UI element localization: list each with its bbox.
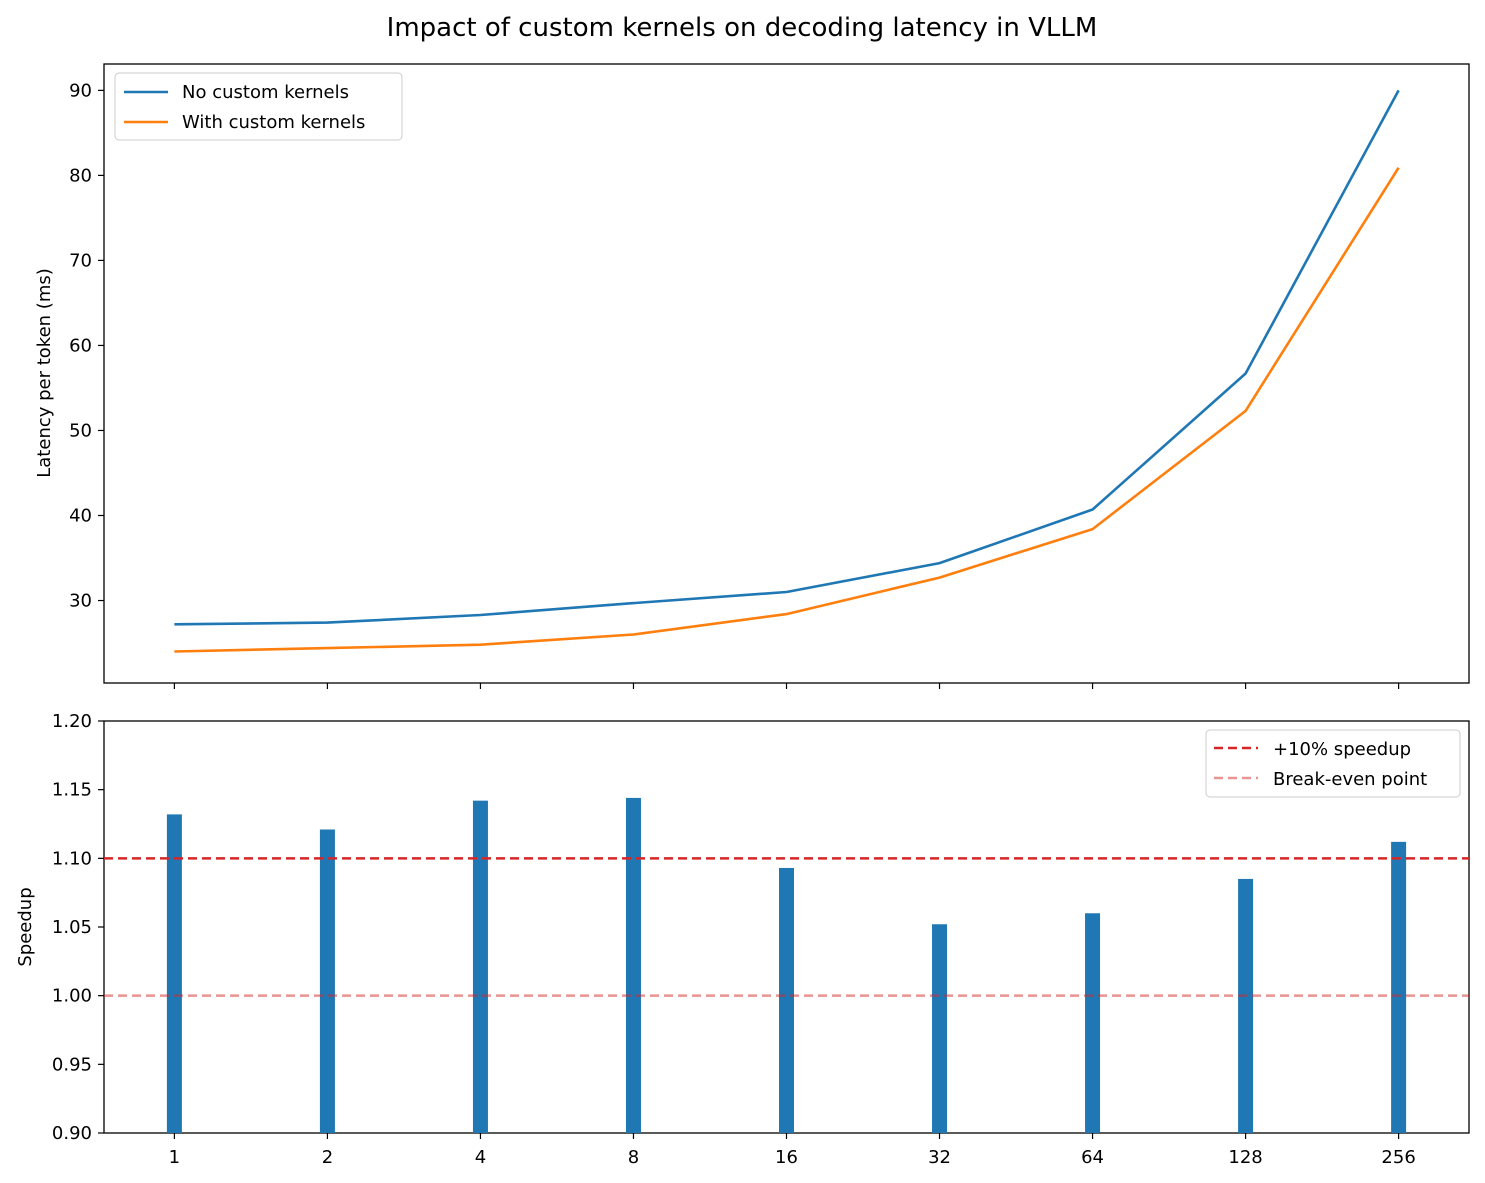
series-line-no-custom-kernels [174, 89, 1400, 626]
latency-y-tick-label: 30 [69, 591, 92, 612]
speedup-x-tick-label: 16 [775, 1147, 798, 1168]
speedup-bar [1085, 913, 1101, 1133]
series-line-with-custom-kernels [174, 167, 1400, 653]
latency-y-tick-label: 50 [69, 420, 92, 441]
figure-title: Impact of custom kernels on decoding lat… [387, 13, 1098, 43]
speedup-bar [1391, 841, 1407, 1133]
speedup-y-tick-label: 1.05 [52, 917, 92, 938]
speedup-y-tick-label: 1.00 [52, 986, 92, 1007]
latency-y-tick-label: 40 [69, 505, 92, 526]
speedup-bar [625, 797, 641, 1133]
latency-plot-frame [103, 63, 1470, 684]
speedup-x-tick-label: 32 [928, 1147, 951, 1168]
speedup-bar [932, 924, 948, 1133]
latency-y-tick-label: 80 [69, 165, 92, 186]
latency-y-tick-label: 90 [69, 80, 92, 101]
speedup-y-tick-label: 0.95 [52, 1054, 92, 1075]
speedup-x-tick-label: 4 [475, 1147, 486, 1168]
latency-plot: 30 40 50 60 70 80 90 Latency per token (ms) No… [34, 63, 1470, 689]
speedup-x-tick-label: 2 [322, 1147, 333, 1168]
speedup-x-tick-label: 64 [1081, 1147, 1104, 1168]
speedup-bar [166, 814, 182, 1133]
speedup-y-tick-label: 1.15 [52, 780, 92, 801]
latency-y-tick-label: 60 [69, 335, 92, 356]
speedup-y-tick-label: 1.10 [52, 848, 92, 869]
speedup-bar [319, 829, 335, 1133]
speedup-y-tick-label: 0.90 [52, 1123, 92, 1144]
speedup-y-tick-label: 1.20 [52, 711, 92, 732]
legend-label-with-custom-kernels: With custom kernels [182, 112, 365, 133]
legend-label-no-custom-kernels: No custom kernels [182, 82, 349, 103]
speedup-y-axis-label: Speedup [15, 887, 36, 966]
speedup-bar [472, 800, 488, 1133]
latency-y-axis-label: Latency per token (ms) [34, 268, 55, 478]
speedup-x-tick-label: 256 [1381, 1147, 1415, 1168]
speedup-x-tick-label: 8 [628, 1147, 639, 1168]
legend-label-break-even: Break-even point [1273, 769, 1427, 790]
speedup-x-tick-label: 1 [169, 1147, 180, 1168]
speedup-legend: +10% speedup Break-even point [1205, 729, 1461, 798]
latency-y-tick-label: 70 [69, 250, 92, 271]
speedup-plot: 0.90 0.95 1.00 1.05 1.10 1.15 1.20 1 2 4 8 16 32 64 12… [15, 711, 1470, 1168]
latency-legend: No custom kernels With custom kernels [114, 72, 403, 141]
speedup-bar [779, 867, 794, 1133]
speedup-bar [1238, 878, 1254, 1133]
legend-label-plus-10-speedup: +10% speedup [1273, 739, 1411, 760]
speedup-x-tick-label: 128 [1228, 1147, 1262, 1168]
